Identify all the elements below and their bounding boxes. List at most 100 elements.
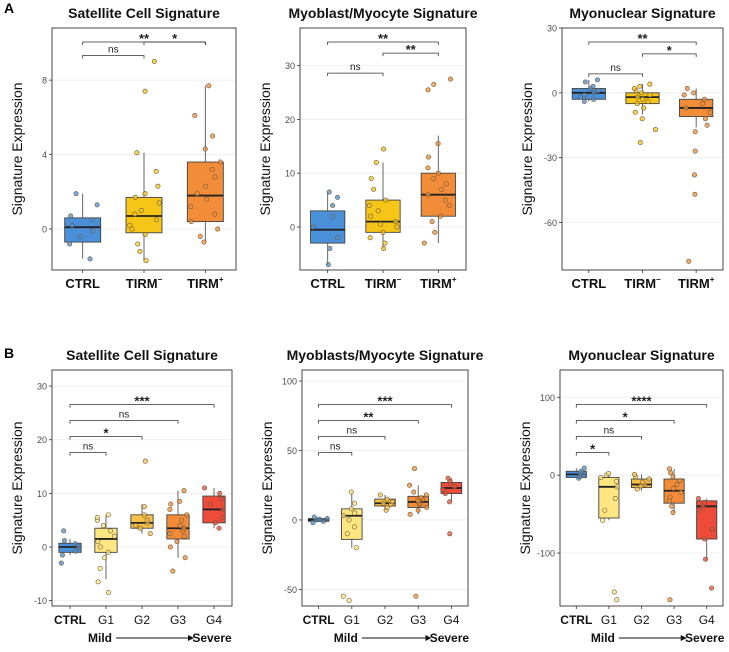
data-point xyxy=(634,101,640,107)
data-point xyxy=(377,492,383,498)
data-point xyxy=(671,485,677,491)
data-point xyxy=(674,481,680,487)
x-tick-superscript: − xyxy=(656,275,661,284)
data-point xyxy=(147,531,153,537)
significance-label: * xyxy=(667,43,673,58)
data-point xyxy=(177,498,183,504)
severity-severe-label: Severe xyxy=(192,631,232,645)
x-tick-label: TIRM+ xyxy=(678,275,715,291)
x-tick-label: G4 xyxy=(699,613,715,627)
data-point xyxy=(95,539,101,545)
data-point xyxy=(167,531,173,537)
severity-mild-label: Mild xyxy=(334,631,358,645)
data-point xyxy=(677,478,683,484)
data-point xyxy=(612,496,618,502)
box xyxy=(341,508,363,540)
data-point xyxy=(393,219,399,225)
data-point xyxy=(135,241,141,247)
significance-bracket xyxy=(382,52,439,57)
data-point xyxy=(590,83,596,89)
data-point xyxy=(709,527,715,533)
x-tick-label: G1 xyxy=(344,613,360,627)
chart-2: Myoblast/Myocyte Signature 0 10 20 30 Signatu… xyxy=(257,5,478,291)
data-point xyxy=(137,248,143,254)
data-point xyxy=(691,172,697,178)
data-point xyxy=(442,491,448,497)
significance-label: *** xyxy=(377,394,393,409)
data-point xyxy=(425,165,431,171)
data-point xyxy=(435,141,441,147)
x-tick-label: TIRM+ xyxy=(420,275,457,291)
x-tick-label: G1 xyxy=(601,613,617,627)
data-point xyxy=(184,512,190,518)
data-point xyxy=(683,105,689,111)
significance-bracket xyxy=(575,420,675,424)
data-point xyxy=(181,488,187,494)
x-tick-label: G2 xyxy=(134,613,150,627)
data-point xyxy=(578,94,584,100)
data-point xyxy=(348,506,354,512)
data-point xyxy=(143,258,149,264)
data-point xyxy=(97,565,103,571)
data-point xyxy=(311,514,317,520)
x-tick-label: CTRL xyxy=(560,613,592,627)
significance-label: ** xyxy=(378,31,389,46)
severity-arrowhead xyxy=(680,635,687,641)
data-point xyxy=(695,496,701,502)
x-tick-label: CTRL xyxy=(571,276,606,291)
data-point xyxy=(667,466,673,472)
data-point xyxy=(188,204,194,210)
data-point xyxy=(77,233,83,239)
significance-bracket xyxy=(575,404,708,408)
x-tick-label: TIRM+ xyxy=(187,275,224,291)
y-tick-label: 20 xyxy=(37,435,47,445)
data-point xyxy=(72,548,78,554)
data-point xyxy=(702,116,708,122)
severity-severe-label: Severe xyxy=(430,631,470,645)
y-tick-label: 30 xyxy=(285,61,295,71)
data-point xyxy=(204,196,210,202)
data-point xyxy=(94,514,100,520)
y-tick-label: -30 xyxy=(544,153,557,163)
data-point xyxy=(73,191,79,197)
data-point xyxy=(582,79,588,85)
y-tick-label: 30 xyxy=(547,24,557,34)
data-point xyxy=(167,506,173,512)
significance-label: ns xyxy=(347,426,358,437)
severity-mild-label: Mild xyxy=(591,631,615,645)
data-point xyxy=(107,528,113,534)
data-point xyxy=(704,122,710,128)
x-tick-superscript: − xyxy=(397,275,402,284)
data-point xyxy=(701,96,707,102)
data-point xyxy=(614,597,620,603)
y-tick-label: 10 xyxy=(285,169,295,179)
significance-label: ns xyxy=(119,410,130,421)
data-point xyxy=(210,133,216,139)
data-point xyxy=(442,197,448,203)
data-point xyxy=(709,585,715,591)
x-tick-label: CTRL xyxy=(65,276,100,291)
data-point xyxy=(346,597,352,603)
data-point xyxy=(614,484,620,490)
y-tick-label: -100 xyxy=(537,549,555,559)
data-point xyxy=(384,496,390,502)
y-axis-label: Signature Expression xyxy=(519,82,535,215)
data-point xyxy=(68,213,74,219)
significance-label: * xyxy=(590,442,596,457)
data-point xyxy=(100,523,106,529)
y-axis-label: Signature Expression xyxy=(9,82,25,215)
significance-label: ns xyxy=(604,426,615,437)
data-point xyxy=(317,516,323,522)
data-point xyxy=(701,536,707,542)
data-point xyxy=(692,148,698,154)
x-tick-label: CTRL xyxy=(54,613,86,627)
data-point xyxy=(418,495,424,501)
data-point xyxy=(141,504,147,510)
data-point xyxy=(378,221,384,227)
y-tick-label: 50 xyxy=(287,446,297,456)
chart-6: Myonuclear Signature -100 0 100 Signature Ex… xyxy=(517,347,725,645)
data-point xyxy=(217,159,223,165)
data-point xyxy=(632,109,638,115)
severity-mild-label: Mild xyxy=(88,631,112,645)
data-point xyxy=(581,98,587,104)
